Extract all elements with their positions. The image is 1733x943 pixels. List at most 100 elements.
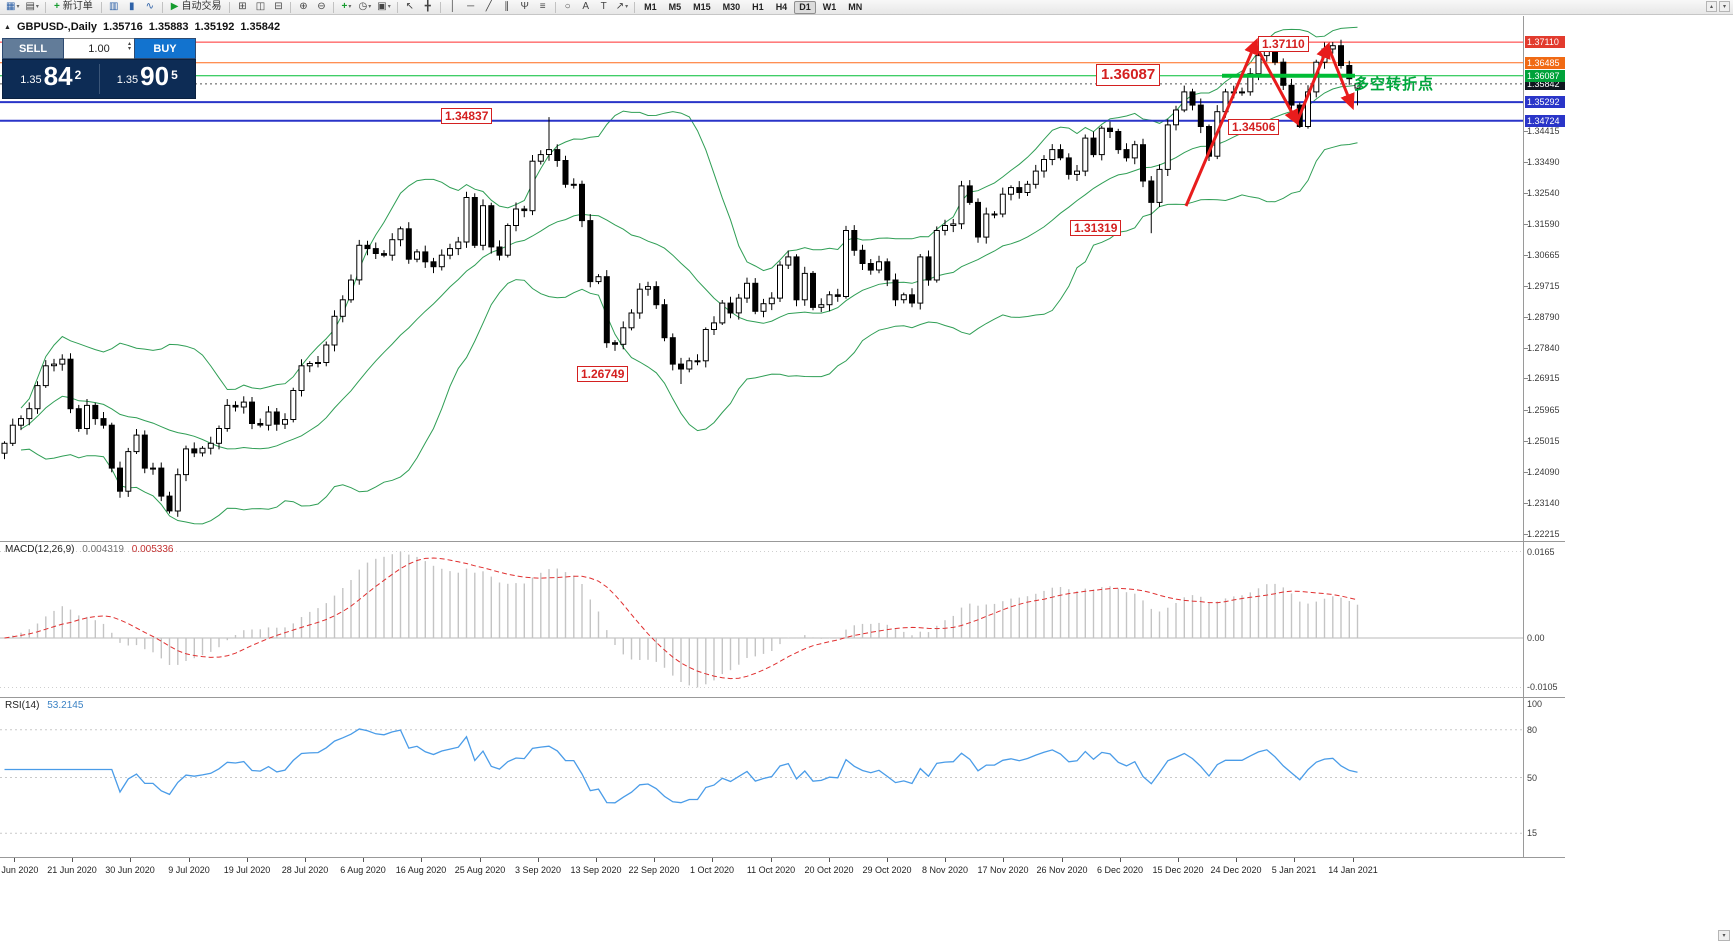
timeframe-h1-button[interactable]: H1 bbox=[752, 2, 764, 12]
panel-divider[interactable] bbox=[0, 541, 1565, 542]
bottom-scroll-button[interactable]: ▾ bbox=[1718, 930, 1730, 941]
rsi-value: 53.2145 bbox=[47, 700, 84, 711]
price-tick-label: 1.22215 bbox=[1527, 529, 1560, 539]
chevron-down-icon: ▾ bbox=[387, 4, 391, 10]
navigator-button[interactable]: ⊟ bbox=[270, 1, 286, 14]
timeframe-m1-button[interactable]: M1 bbox=[644, 2, 657, 12]
timeframe-mn-button[interactable]: MN bbox=[848, 2, 863, 12]
fibonacci-icon: ≡ bbox=[539, 1, 546, 12]
templates-button[interactable]: ▣ ▾ bbox=[375, 1, 392, 14]
toolbar-scroll-down-button[interactable]: ▾ bbox=[1719, 1, 1730, 12]
date-tick bbox=[596, 858, 597, 862]
periods-button[interactable]: ◷ ▾ bbox=[356, 1, 373, 14]
zoom-in-icon: ⊕ bbox=[299, 1, 308, 12]
vertical-line-button[interactable]: │ bbox=[445, 1, 461, 14]
axis-tick bbox=[1524, 193, 1528, 194]
zoom-in-button[interactable]: ⊕ bbox=[295, 1, 311, 14]
timeframe-d1-button[interactable]: D1 bbox=[794, 0, 816, 14]
cascade-icon: ⊞ bbox=[238, 1, 247, 12]
toolbar-scroll-up-button[interactable]: ▴ bbox=[1706, 1, 1717, 12]
macd-label-row: MACD(12,26,9) 0.004319 0.005336 bbox=[5, 544, 173, 555]
plus-icon: + bbox=[53, 1, 60, 12]
price-callout[interactable]: 1.37110 bbox=[1258, 36, 1309, 52]
macd-panel[interactable]: MACD(12,26,9) 0.004319 0.005336 bbox=[0, 542, 1523, 697]
date-tick bbox=[1353, 858, 1354, 862]
auto-trading-button[interactable]: ▶ 自动交易 bbox=[167, 1, 226, 14]
pitchfork-icon: Ψ bbox=[520, 1, 529, 12]
main-chart-panel[interactable]: ▲ GBPUSD-,Daily 1.35716 1.35883 1.35192 … bbox=[0, 16, 1523, 541]
buy-button[interactable]: BUY bbox=[134, 38, 196, 59]
date-tick bbox=[771, 858, 772, 862]
panel-divider[interactable] bbox=[0, 697, 1565, 698]
pitchfork-button[interactable]: Ψ bbox=[517, 1, 533, 14]
sell-button[interactable]: SELL bbox=[2, 38, 64, 59]
shapes-button[interactable]: ○ bbox=[560, 1, 576, 14]
crosshair-icon: ╋ bbox=[424, 1, 431, 12]
lot-size-field[interactable]: 1.00 ▴ ▾ bbox=[64, 38, 134, 59]
price-tick-label: 1.24090 bbox=[1527, 467, 1560, 477]
tile-windows-button[interactable]: ◫ bbox=[252, 1, 268, 14]
price-callout[interactable]: 1.34506 bbox=[1228, 119, 1280, 135]
cascade-windows-button[interactable]: ⊞ bbox=[234, 1, 250, 14]
annotation-label[interactable]: 多空转折点 bbox=[1354, 76, 1435, 93]
rsi-tick-label: 100 bbox=[1527, 699, 1543, 709]
price-tick-label: 1.28790 bbox=[1527, 312, 1560, 322]
price-axis[interactable]: 1.34415 1.33490 1.32540 1.31590 1.30665 1.297… bbox=[1523, 16, 1565, 541]
bar-chart-button[interactable]: ▥ bbox=[106, 1, 122, 14]
date-label: 6 Dec 2020 bbox=[1096, 865, 1144, 875]
date-axis[interactable]: 11 Jun 2020 21 Jun 2020 30 Jun 2020 9 Jul 2… bbox=[0, 858, 1565, 880]
sell-price-base: 1.35 bbox=[20, 74, 42, 86]
template-icon: ▣ bbox=[377, 1, 387, 12]
auto-trading-label: 自动交易 bbox=[181, 1, 222, 12]
crosshair-button[interactable]: ╋ bbox=[420, 1, 436, 14]
new-order-label: 新订单 bbox=[62, 1, 93, 12]
one-click-collapse-icon[interactable]: ▲ bbox=[4, 23, 11, 31]
candlestick-chart-button[interactable]: ▮ bbox=[124, 1, 140, 14]
line-chart-button[interactable]: ∿ bbox=[142, 1, 158, 14]
new-chart-button[interactable]: ▦ ▾ bbox=[4, 1, 21, 14]
trendline-button[interactable]: ╱ bbox=[481, 1, 497, 14]
timeframe-m15-button[interactable]: M15 bbox=[693, 2, 711, 12]
timeframe-m5-button[interactable]: M5 bbox=[668, 2, 682, 12]
channel-button[interactable]: ∥ bbox=[499, 1, 515, 14]
spinner-up-icon[interactable]: ▴ bbox=[127, 41, 131, 47]
price-callout[interactable]: 1.36087 bbox=[1096, 64, 1161, 86]
axis-tick bbox=[1524, 378, 1528, 379]
arrows-tool-button[interactable]: ↗ ▾ bbox=[614, 1, 630, 14]
price-callout[interactable]: 1.26749 bbox=[577, 366, 629, 382]
macd-tick-label: -0.0105 bbox=[1527, 682, 1558, 692]
chart-title: ▲ GBPUSD-,Daily 1.35716 1.35883 1.35192 … bbox=[4, 21, 280, 33]
profiles-button[interactable]: ▤ ▾ bbox=[23, 1, 40, 14]
date-label: 6 Aug 2020 bbox=[340, 865, 386, 875]
label-tool-button[interactable]: T bbox=[596, 1, 612, 14]
price-divider bbox=[98, 64, 100, 94]
text-tool-button[interactable]: A bbox=[578, 1, 594, 14]
new-order-button[interactable]: + 新订单 bbox=[50, 1, 97, 14]
price-callout[interactable]: 1.31319 bbox=[1070, 220, 1122, 236]
axis-tick bbox=[1524, 348, 1528, 349]
date-tick bbox=[712, 858, 713, 862]
lot-value[interactable]: 1.00 bbox=[88, 42, 110, 55]
sell-price[interactable]: 1.35 84 2 bbox=[3, 63, 99, 93]
panel-divider[interactable] bbox=[0, 857, 1565, 858]
toolbar-separator bbox=[229, 1, 231, 13]
quote-display: 1.35 84 2 1.35 90 5 bbox=[2, 59, 196, 99]
date-tick bbox=[247, 858, 248, 862]
lot-spinner[interactable]: ▴ ▾ bbox=[127, 41, 131, 52]
timeframe-h4-button[interactable]: H4 bbox=[775, 2, 788, 12]
price-callout[interactable]: 1.34837 bbox=[441, 108, 493, 124]
spinner-down-icon[interactable]: ▾ bbox=[127, 46, 131, 52]
date-label: 15 Dec 2020 bbox=[1152, 865, 1204, 875]
timeframe-w1-button[interactable]: W1 bbox=[822, 2, 837, 12]
rsi-panel[interactable]: RSI(14) 53.2145 bbox=[0, 698, 1523, 857]
date-tick bbox=[72, 858, 73, 862]
timeframe-m30-button[interactable]: M30 bbox=[722, 2, 741, 12]
date-tick bbox=[945, 858, 946, 862]
cursor-button[interactable]: ↖ bbox=[402, 1, 418, 14]
buy-price[interactable]: 1.35 90 5 bbox=[100, 63, 196, 93]
zoom-out-button[interactable]: ⊖ bbox=[313, 1, 329, 14]
indicators-button[interactable]: + ▾ bbox=[338, 1, 354, 14]
horizontal-line-button[interactable]: ─ bbox=[463, 1, 479, 14]
fibonacci-button[interactable]: ≡ bbox=[535, 1, 551, 14]
date-tick bbox=[1120, 858, 1121, 862]
